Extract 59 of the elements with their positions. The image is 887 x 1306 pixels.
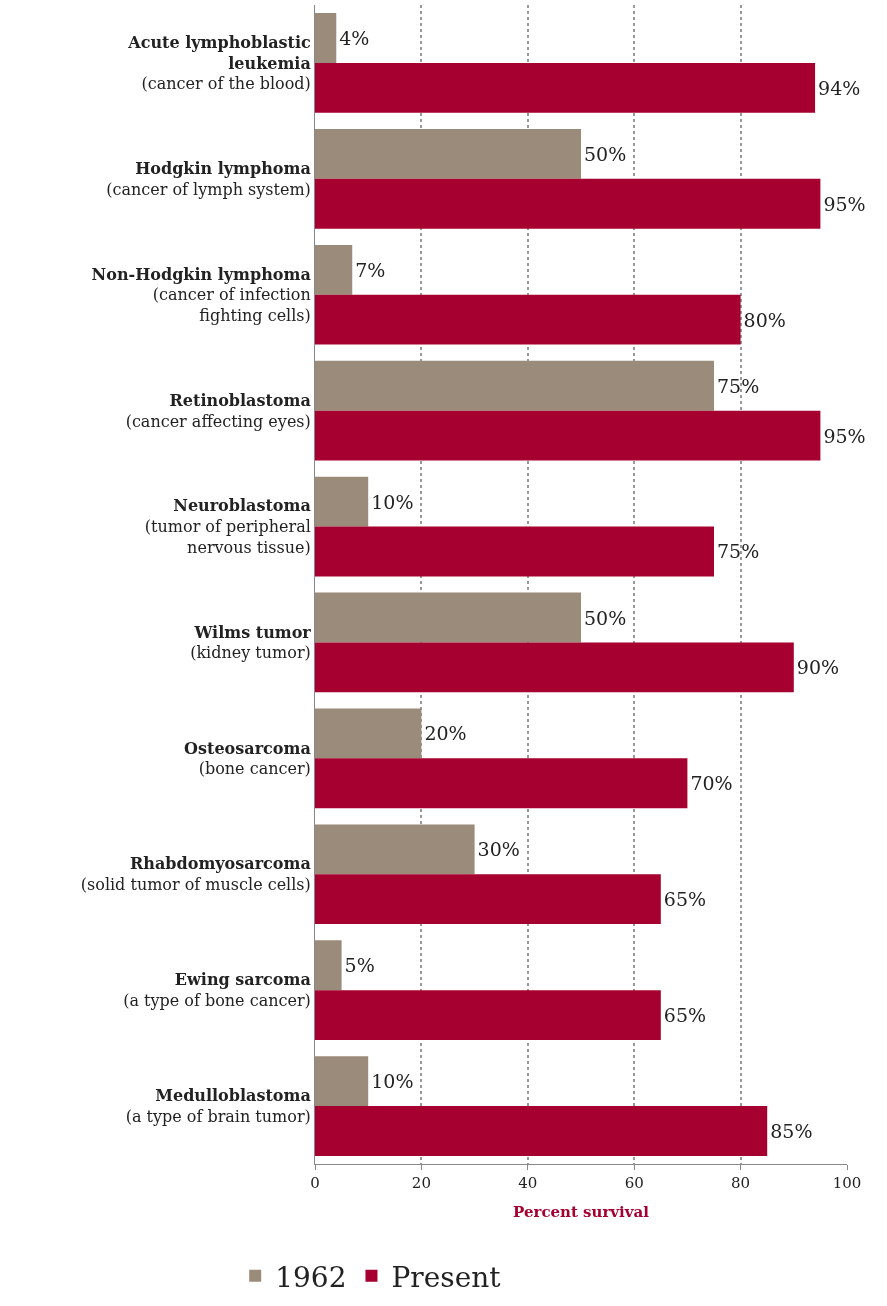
x-tick-label: 0 [310,1174,320,1192]
bar [315,1056,369,1107]
bar [315,526,714,577]
y-tick-label: Neuroblastoma (tumor of peripheral nervous tissue) [144,496,311,557]
y-tick-label: Medulloblastoma (a type of brain tumor) [125,1086,311,1127]
bar [315,990,661,1040]
x-tick-label: 60 [624,1174,644,1192]
x-tick-label: 80 [731,1174,751,1192]
data-label: 85% [770,1119,813,1142]
bar [315,360,714,411]
bar [315,178,821,229]
data-label: 95% [823,424,866,447]
y-tick-label: Non-Hodgkin lymphoma (cancer of infection fighting cells) [91,264,311,326]
y-tick-label: Wilms tumor (kidney tumor) [190,622,312,663]
data-label: 75% [717,540,760,563]
y-tick-label: Osteosarcoma (bone cancer) [184,738,311,779]
bar [315,129,581,179]
bar [315,244,353,295]
data-label: 50% [584,606,627,629]
bar [315,642,794,693]
legend-label: 1962 [275,1260,347,1294]
data-label: 10% [371,490,414,513]
data-label: 20% [424,722,467,745]
legend-label: Present [391,1260,502,1294]
x-tick-label: 20 [411,1174,431,1192]
data-label: 50% [584,142,627,165]
bar [315,592,581,643]
y-tick-label: Retinoblastoma (cancer affecting eyes) [125,390,311,431]
data-label: 65% [663,1004,707,1027]
bar [315,410,821,461]
data-label: 10% [371,1070,414,1093]
bar [315,476,369,527]
bar [315,708,422,759]
bar [315,62,816,113]
data-label: 7% [355,258,386,281]
data-label: 4% [339,27,370,50]
data-label: 95% [823,192,866,215]
y-tick-label: Rhabdomyosarcoma (solid tumor of muscle cells) [80,854,311,895]
x-tick-label: 100 [832,1174,862,1192]
x-axis-title: Percent survival [513,1203,650,1221]
data-label: 65% [663,888,707,911]
y-tick-label: Hodgkin lymphoma (cancer of lymph system) [106,159,311,199]
bar [315,758,688,809]
bar [315,940,342,991]
y-tick-label: Ewing sarcoma (a type of bone cancer) [123,970,311,1011]
bar [315,824,475,875]
data-label: 30% [477,838,520,861]
x-tick-label: 40 [518,1174,538,1192]
data-label: 70% [690,772,733,795]
bar [315,13,337,63]
bar [315,1106,768,1156]
bar [315,874,661,925]
bar [315,294,741,345]
data-label: 75% [717,374,760,397]
data-label: 80% [743,308,786,331]
data-label: 90% [796,656,840,679]
y-tick-label: Acute lymphoblastic leukemia (cancer of the blood) [127,32,312,94]
data-label: 5% [344,954,375,977]
data-label: 94% [818,76,861,99]
